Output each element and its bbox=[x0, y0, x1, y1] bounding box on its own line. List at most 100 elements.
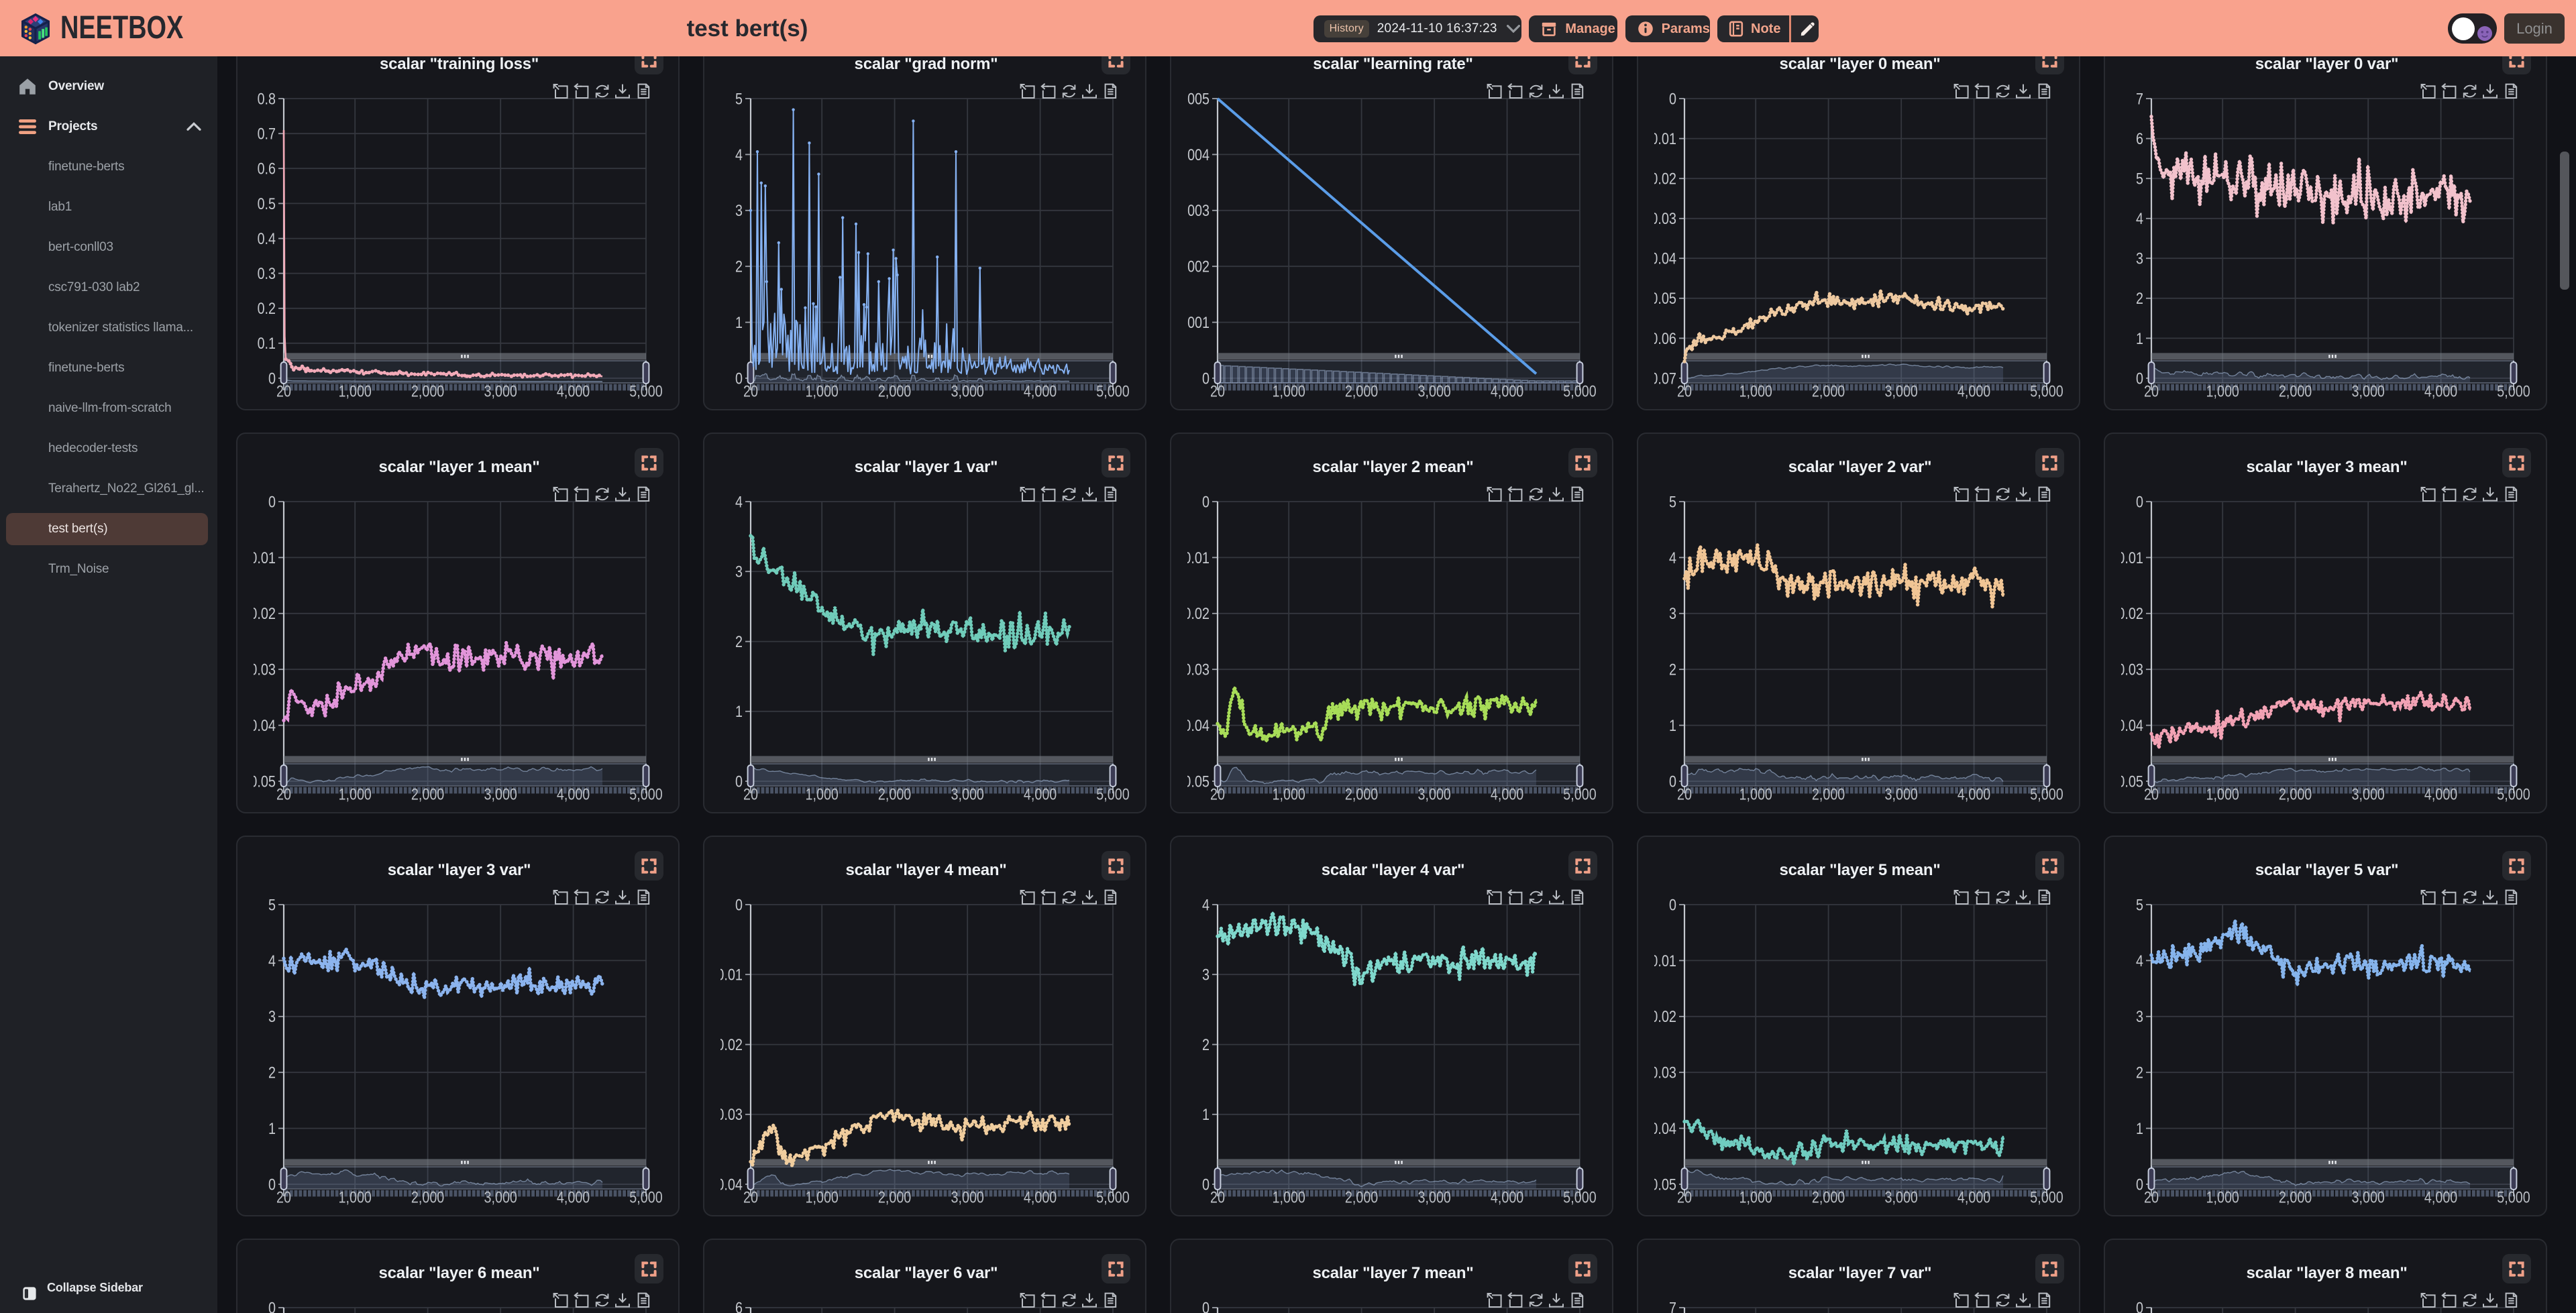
svg-text:2,000: 2,000 bbox=[878, 1189, 911, 1207]
svg-text:0: 0 bbox=[1669, 896, 1676, 914]
svg-text:1,000: 1,000 bbox=[806, 1189, 839, 1207]
svg-text:-0.03: -0.03 bbox=[720, 1106, 743, 1124]
svg-text:0: 0 bbox=[268, 493, 276, 511]
svg-text:7: 7 bbox=[1669, 1299, 1676, 1313]
svg-text:2,000: 2,000 bbox=[878, 786, 911, 804]
svg-text:0: 0 bbox=[1202, 1299, 1210, 1313]
svg-text:6: 6 bbox=[2136, 130, 2143, 148]
svg-text:2,000: 2,000 bbox=[1812, 383, 1845, 401]
svg-text:5: 5 bbox=[268, 896, 276, 914]
svg-text:2: 2 bbox=[735, 633, 743, 651]
svg-text:4: 4 bbox=[2136, 952, 2143, 970]
svg-text:1,000: 1,000 bbox=[339, 1189, 372, 1207]
svg-text:5,000: 5,000 bbox=[1563, 383, 1596, 401]
svg-text:2: 2 bbox=[735, 258, 743, 276]
svg-text:1: 1 bbox=[2136, 330, 2143, 348]
svg-text:0.001: 0.001 bbox=[1187, 314, 1210, 332]
svg-text:4,000: 4,000 bbox=[2424, 383, 2457, 401]
svg-text:20: 20 bbox=[743, 786, 758, 804]
svg-text:5,000: 5,000 bbox=[1096, 786, 1129, 804]
svg-text:4,000: 4,000 bbox=[1957, 383, 1990, 401]
svg-text:4,000: 4,000 bbox=[1024, 383, 1057, 401]
svg-text:0.005: 0.005 bbox=[1187, 90, 1210, 108]
svg-text:-0.02: -0.02 bbox=[1187, 605, 1210, 623]
svg-text:-0.03: -0.03 bbox=[254, 661, 276, 679]
svg-text:1: 1 bbox=[1669, 717, 1676, 735]
svg-text:3: 3 bbox=[1669, 605, 1676, 623]
svg-text:20: 20 bbox=[1210, 1189, 1225, 1207]
svg-text:1,000: 1,000 bbox=[806, 383, 839, 401]
svg-text:4,000: 4,000 bbox=[1024, 1189, 1057, 1207]
svg-text:20: 20 bbox=[2144, 383, 2159, 401]
svg-text:2: 2 bbox=[2136, 290, 2143, 308]
svg-text:4: 4 bbox=[1202, 896, 1210, 914]
svg-text:0.2: 0.2 bbox=[258, 300, 276, 318]
svg-text:2: 2 bbox=[1202, 1036, 1210, 1054]
svg-text:3: 3 bbox=[2136, 250, 2143, 268]
svg-text:2,000: 2,000 bbox=[411, 383, 444, 401]
svg-text:5,000: 5,000 bbox=[629, 786, 662, 804]
svg-text:4,000: 4,000 bbox=[1024, 786, 1057, 804]
svg-text:20: 20 bbox=[743, 383, 758, 401]
svg-text:20: 20 bbox=[1677, 1189, 1692, 1207]
svg-text:-0.01: -0.01 bbox=[720, 966, 743, 984]
svg-text:1,000: 1,000 bbox=[1273, 383, 1305, 401]
svg-text:6: 6 bbox=[735, 1299, 743, 1313]
svg-text:-0.03: -0.03 bbox=[1654, 210, 1676, 228]
svg-text:-0.04: -0.04 bbox=[1187, 717, 1210, 735]
svg-text:4,000: 4,000 bbox=[2424, 786, 2457, 804]
svg-text:-0.07: -0.07 bbox=[1654, 369, 1676, 388]
svg-text:5,000: 5,000 bbox=[2497, 383, 2530, 401]
svg-text:1,000: 1,000 bbox=[2206, 383, 2239, 401]
svg-text:-0.05: -0.05 bbox=[2121, 773, 2143, 791]
svg-text:2,000: 2,000 bbox=[2279, 786, 2312, 804]
svg-text:0: 0 bbox=[1202, 1176, 1210, 1194]
svg-text:-0.02: -0.02 bbox=[2121, 605, 2143, 623]
svg-text:20: 20 bbox=[2144, 1189, 2159, 1207]
svg-text:5: 5 bbox=[735, 90, 743, 108]
svg-text:5,000: 5,000 bbox=[1096, 1189, 1129, 1207]
svg-text:0: 0 bbox=[1669, 773, 1676, 791]
svg-text:1: 1 bbox=[735, 703, 743, 721]
svg-text:0.003: 0.003 bbox=[1187, 202, 1210, 220]
svg-text:1,000: 1,000 bbox=[339, 786, 372, 804]
svg-text:-0.02: -0.02 bbox=[1654, 170, 1676, 188]
svg-text:-0.05: -0.05 bbox=[1654, 1176, 1676, 1194]
svg-text:4,000: 4,000 bbox=[1957, 1189, 1990, 1207]
svg-text:20: 20 bbox=[1210, 383, 1225, 401]
svg-text:1,000: 1,000 bbox=[1739, 786, 1772, 804]
svg-text:-0.05: -0.05 bbox=[254, 773, 276, 791]
svg-text:-0.01: -0.01 bbox=[1654, 952, 1676, 970]
svg-text:1: 1 bbox=[735, 314, 743, 332]
svg-text:3,000: 3,000 bbox=[951, 383, 984, 401]
svg-text:3,000: 3,000 bbox=[1885, 383, 1918, 401]
svg-text:5,000: 5,000 bbox=[2030, 1189, 2063, 1207]
svg-text:-0.05: -0.05 bbox=[1187, 773, 1210, 791]
svg-text:5,000: 5,000 bbox=[2030, 786, 2063, 804]
svg-text:0: 0 bbox=[1669, 90, 1676, 108]
svg-text:1,000: 1,000 bbox=[339, 383, 372, 401]
svg-text:1,000: 1,000 bbox=[1273, 786, 1305, 804]
svg-text:1,000: 1,000 bbox=[1739, 383, 1772, 401]
svg-text:-0.06: -0.06 bbox=[1654, 330, 1676, 348]
svg-text:4,000: 4,000 bbox=[1491, 1189, 1523, 1207]
svg-text:20: 20 bbox=[2144, 786, 2159, 804]
svg-text:0: 0 bbox=[2136, 1299, 2143, 1313]
svg-text:3: 3 bbox=[268, 1008, 276, 1026]
svg-text:4: 4 bbox=[735, 493, 743, 511]
svg-text:4,000: 4,000 bbox=[557, 1189, 590, 1207]
svg-text:20: 20 bbox=[276, 1189, 291, 1207]
svg-text:4,000: 4,000 bbox=[557, 383, 590, 401]
svg-text:3,000: 3,000 bbox=[1418, 383, 1451, 401]
svg-text:3: 3 bbox=[2136, 1008, 2143, 1026]
svg-text:3: 3 bbox=[1202, 966, 1210, 984]
svg-text:-0.03: -0.03 bbox=[2121, 661, 2143, 679]
svg-text:-0.03: -0.03 bbox=[1187, 661, 1210, 679]
svg-text:4,000: 4,000 bbox=[2424, 1189, 2457, 1207]
svg-text:1,000: 1,000 bbox=[2206, 786, 2239, 804]
svg-text:4: 4 bbox=[268, 952, 276, 970]
svg-text:0: 0 bbox=[2136, 369, 2143, 388]
svg-text:1: 1 bbox=[268, 1120, 276, 1138]
svg-text:-0.04: -0.04 bbox=[2121, 717, 2143, 735]
svg-text:-0.01: -0.01 bbox=[1654, 130, 1676, 148]
